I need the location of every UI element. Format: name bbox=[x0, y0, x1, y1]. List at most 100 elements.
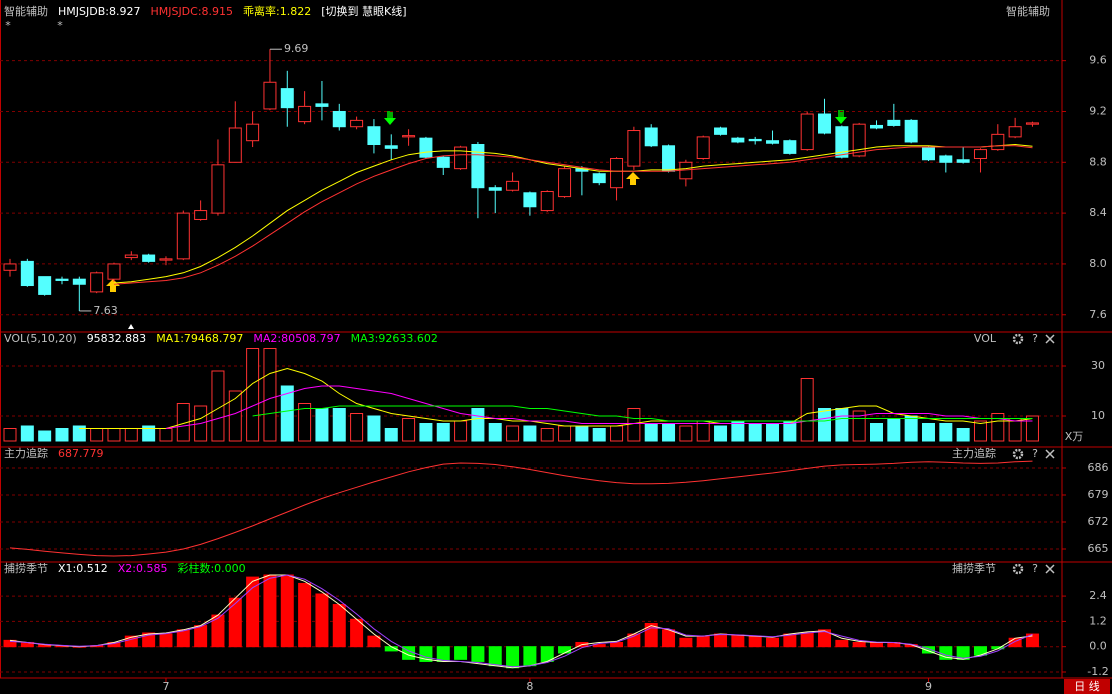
candle-body bbox=[55, 278, 69, 281]
candle-body bbox=[332, 110, 346, 128]
candle-body bbox=[142, 254, 156, 262]
x-tick-label: 9 bbox=[925, 680, 932, 693]
bar bbox=[3, 428, 17, 442]
bar bbox=[506, 646, 520, 669]
bar bbox=[471, 646, 485, 662]
bar bbox=[835, 408, 849, 442]
bar bbox=[1008, 418, 1022, 442]
y-tick-label: 9.2 bbox=[1089, 104, 1107, 117]
bar bbox=[90, 428, 104, 442]
bar bbox=[228, 390, 242, 442]
bar bbox=[800, 632, 814, 648]
header-item: 乖离率:1.822 bbox=[243, 4, 311, 18]
bar bbox=[887, 418, 901, 442]
panel-title-right: 智能辅助 bbox=[1006, 4, 1050, 18]
candle-body bbox=[662, 145, 676, 172]
period-tab[interactable] bbox=[1064, 679, 1110, 694]
y-tick-label: 679 bbox=[1088, 488, 1109, 501]
bar bbox=[852, 641, 866, 648]
candle-body bbox=[471, 144, 485, 189]
bar bbox=[679, 637, 693, 648]
bar bbox=[870, 423, 883, 442]
candle-body bbox=[835, 126, 849, 158]
bar bbox=[454, 646, 468, 660]
candle-body bbox=[72, 278, 86, 285]
candle-body bbox=[991, 133, 1005, 151]
bar bbox=[3, 639, 17, 648]
bar bbox=[766, 423, 780, 442]
bar bbox=[662, 629, 676, 648]
candle-body bbox=[402, 135, 416, 138]
bar bbox=[124, 428, 138, 442]
candle-body bbox=[696, 136, 710, 159]
y-tick-label: 7.6 bbox=[1089, 308, 1107, 321]
header-item: HMJSJDB:8.927 bbox=[58, 5, 140, 18]
candle-body bbox=[90, 272, 104, 293]
header-item: 687.779 bbox=[58, 447, 104, 460]
period-label[interactable]: 日 线 bbox=[1074, 679, 1100, 693]
bar bbox=[904, 415, 918, 442]
bar bbox=[332, 604, 346, 648]
candle-body bbox=[973, 149, 987, 159]
settings-button[interactable] bbox=[1012, 333, 1024, 345]
candle-body bbox=[454, 146, 468, 170]
candle-body bbox=[956, 159, 970, 163]
candle-body bbox=[921, 146, 935, 161]
candle-body bbox=[818, 113, 832, 134]
bar bbox=[228, 597, 242, 648]
help-button[interactable]: ? bbox=[1032, 562, 1038, 575]
candle-body bbox=[315, 103, 329, 107]
candle-body bbox=[263, 81, 277, 110]
bar bbox=[20, 425, 34, 442]
y-tick-label: 2.4 bbox=[1089, 589, 1107, 602]
candle-body bbox=[592, 173, 606, 184]
close-button[interactable] bbox=[1045, 564, 1055, 574]
bar bbox=[679, 425, 693, 442]
bar bbox=[506, 425, 520, 442]
bar bbox=[610, 641, 624, 648]
help-button[interactable]: ? bbox=[1032, 447, 1038, 460]
series-line bbox=[9, 574, 1033, 669]
candle-body bbox=[1008, 126, 1022, 138]
settings-button[interactable] bbox=[1012, 563, 1024, 575]
bar bbox=[627, 408, 641, 442]
header-item: MA1:79468.797 bbox=[156, 332, 243, 345]
bar bbox=[662, 423, 676, 442]
candle-body bbox=[246, 123, 260, 142]
unit-label: X万 bbox=[1065, 430, 1084, 443]
candle-body bbox=[766, 140, 780, 144]
candle-body bbox=[939, 155, 953, 163]
bar bbox=[402, 418, 416, 442]
bar bbox=[488, 646, 502, 667]
bar bbox=[142, 632, 156, 648]
bar bbox=[159, 428, 173, 442]
asterisk: * bbox=[5, 19, 11, 32]
y-tick-label: 665 bbox=[1088, 542, 1109, 555]
series-line bbox=[9, 460, 1033, 557]
header-item: X2:0.585 bbox=[118, 562, 168, 575]
bar bbox=[471, 408, 485, 442]
help-button[interactable]: ? bbox=[1032, 332, 1038, 345]
candle-body bbox=[350, 119, 364, 128]
candle-body bbox=[748, 138, 762, 142]
bar bbox=[766, 637, 780, 648]
bar bbox=[38, 430, 52, 442]
bar bbox=[921, 423, 935, 442]
close-button[interactable] bbox=[1045, 449, 1055, 459]
candle-body bbox=[870, 124, 883, 129]
candle-body bbox=[627, 130, 641, 167]
header-item: MA2:80508.797 bbox=[253, 332, 340, 345]
series-line bbox=[79, 367, 1033, 429]
candle-body bbox=[783, 140, 797, 154]
header-item[interactable]: [切换到 慧眼K线] bbox=[321, 4, 406, 18]
settings-button[interactable] bbox=[1012, 448, 1024, 460]
close-button[interactable] bbox=[1045, 334, 1055, 344]
candle-body bbox=[159, 258, 173, 261]
bar bbox=[298, 403, 312, 442]
bar bbox=[419, 423, 433, 442]
bar bbox=[921, 646, 935, 654]
candle-body bbox=[38, 276, 52, 295]
